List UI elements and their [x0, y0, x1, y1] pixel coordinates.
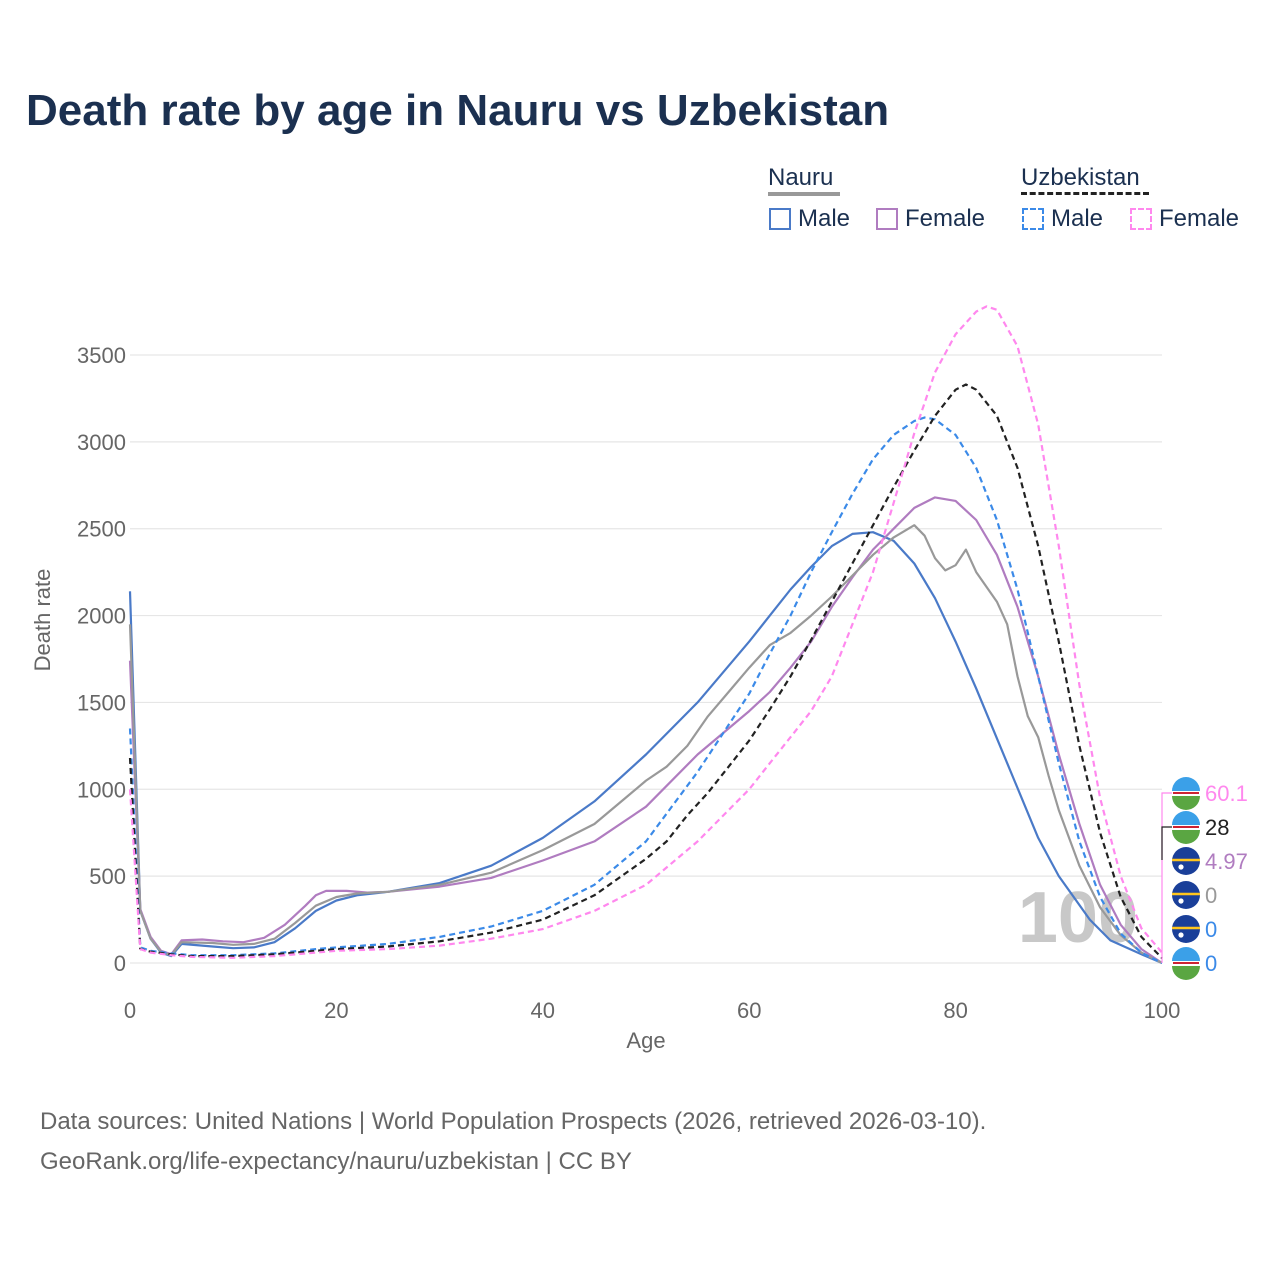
x-tick-label: 20: [324, 998, 348, 1023]
x-tick-label: 80: [943, 998, 967, 1023]
end-label-group: 4.97: [1172, 847, 1248, 875]
y-tick-label: 2500: [77, 517, 126, 542]
end-value-label: 4.97: [1205, 849, 1248, 874]
series-line-uzbekistan-female: [128, 305, 1163, 959]
footer-link: GeoRank.org/life-expectancy/nauru/uzbeki…: [40, 1148, 632, 1175]
y-axis-label: Death rate: [30, 569, 55, 672]
end-label-connector-uzbekistan-female: [1161, 792, 1172, 963]
end-label-group: 0: [1172, 881, 1217, 909]
uzbekistan-flag-top: [1172, 811, 1200, 825]
y-tick-label: 1500: [77, 690, 126, 715]
nauru-flag-star: [1178, 898, 1184, 904]
nauru-flag-star: [1178, 932, 1184, 938]
age-watermark: 100: [1018, 878, 1138, 958]
x-tick-label: 60: [737, 998, 761, 1023]
series-line-uzbekistan-male: [128, 416, 1163, 964]
end-label-group: 0: [1172, 915, 1217, 943]
page-title: Death rate by age in Nauru vs Uzbekistan: [26, 86, 890, 135]
y-tick-label: 1000: [77, 777, 126, 802]
end-label-group: 28: [1172, 811, 1229, 844]
uzbekistan-flag-bottom: [1172, 796, 1200, 810]
uzbekistan-flag-bottom: [1172, 830, 1200, 844]
end-value-label: 60.1: [1205, 781, 1248, 806]
y-tick-label: 0: [114, 951, 126, 976]
y-tick-label: 500: [89, 864, 126, 889]
end-value-label: 0: [1205, 951, 1217, 976]
series-line-nauru-male: [128, 531, 1163, 965]
uzbekistan-flag-top: [1172, 947, 1200, 961]
end-label-group: 60.1: [1172, 777, 1248, 810]
x-tick-label: 100: [1144, 998, 1181, 1023]
x-axis-label: Age: [626, 1028, 665, 1053]
end-label-group: 0: [1172, 947, 1217, 980]
y-tick-label: 3000: [77, 430, 126, 455]
end-value-label: 0: [1205, 917, 1217, 942]
series-line-uzbekistan-total: [128, 383, 1163, 959]
x-tick-label: 40: [531, 998, 555, 1023]
end-value-label: 0: [1205, 883, 1217, 908]
end-value-label: 28: [1205, 815, 1229, 840]
uzbekistan-flag-top: [1172, 777, 1200, 791]
end-label-connector-uzbekistan-total: [1161, 826, 1172, 860]
series-line-nauru-total: [128, 524, 1163, 964]
nauru-flag-star: [1178, 864, 1184, 870]
y-tick-label: 2000: [77, 604, 126, 629]
y-tick-label: 3500: [77, 343, 126, 368]
footer-sources: Data sources: United Nations | World Pop…: [40, 1108, 987, 1135]
series-line-nauru-female: [128, 496, 1163, 964]
x-tick-label: 0: [124, 998, 136, 1023]
uzbekistan-flag-bottom: [1172, 966, 1200, 980]
